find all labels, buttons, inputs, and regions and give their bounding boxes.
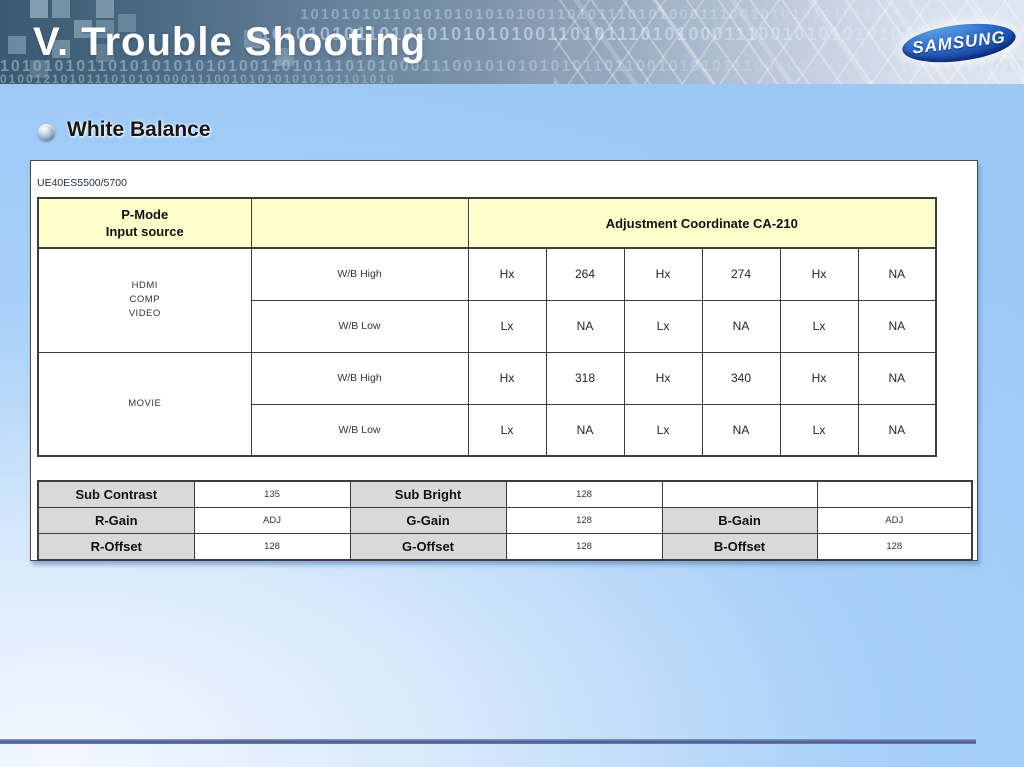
wb-value-cell: NA <box>545 299 625 353</box>
table-row: W/B Low Lx NA Lx NA Lx NA <box>38 403 937 457</box>
mosaic-square <box>96 44 114 62</box>
wb-value-cell: NA <box>701 403 781 457</box>
slide-header: 1010101011010101010101001101011101010001… <box>0 0 1024 84</box>
header-adjustment-cell: Adjustment Coordinate CA-210 <box>467 197 937 249</box>
table-row: R-Gain ADJ G-Gain 128 B-Gain ADJ <box>37 507 973 534</box>
adj-value-cell: 135 <box>193 480 351 508</box>
content-panel: UE40ES5500/5700 P-Mode Input source Adju… <box>30 160 978 561</box>
mosaic-square <box>96 20 114 38</box>
adj-label-cell-empty <box>661 480 818 508</box>
wb-value-cell: 274 <box>701 247 781 301</box>
wb-value-cell: Lx <box>623 403 703 457</box>
adj-value-cell: 128 <box>505 533 663 561</box>
adj-value-cell-empty <box>816 480 973 508</box>
adj-label-cell: R-Gain <box>37 507 195 534</box>
source-cell-hdmi: HDMI COMP VIDEO <box>37 247 252 353</box>
table-row: Sub Contrast 135 Sub Bright 128 <box>37 480 973 508</box>
wb-level-cell: W/B Low <box>250 403 469 457</box>
adj-value-cell: 128 <box>816 533 973 561</box>
wb-value-cell: Lx <box>467 403 547 457</box>
section-heading: White Balance <box>67 118 211 141</box>
wb-value-cell: Hx <box>467 351 547 405</box>
table-row: R-Offset 128 G-Offset 128 B-Offset 128 <box>37 533 973 561</box>
adj-value-cell: 128 <box>505 507 663 534</box>
table-header-row: P-Mode Input source Adjustment Coordinat… <box>37 197 937 249</box>
adj-value-cell: 128 <box>193 533 351 561</box>
wb-value-cell: Hx <box>779 351 859 405</box>
wb-value-cell: NA <box>701 299 781 353</box>
bullet-sphere-icon <box>38 124 55 141</box>
adj-label-cell: G-Offset <box>349 533 507 561</box>
model-label: UE40ES5500/5700 <box>37 177 127 189</box>
source-cell-movie: MOVIE <box>37 351 252 457</box>
wb-value-cell: Hx <box>779 247 859 301</box>
footer-divider <box>0 739 976 744</box>
header-pmode-line2: Input source <box>105 224 184 239</box>
header-pmode-line1: P-Mode <box>121 207 169 222</box>
mosaic-square <box>244 30 262 48</box>
wb-value-cell: 264 <box>545 247 625 301</box>
adj-value-cell: ADJ <box>816 507 973 534</box>
wb-value-cell: Hx <box>467 247 547 301</box>
wb-level-cell: W/B Low <box>250 299 469 353</box>
mosaic-square <box>276 48 294 66</box>
wb-value-cell: NA <box>857 403 937 457</box>
samsung-logo-text: SAMSUNG <box>911 27 1007 58</box>
wb-level-cell: W/B High <box>250 247 469 301</box>
table-row: MOVIE W/B High Hx 318 Hx 340 Hx NA <box>37 351 937 457</box>
adj-label-cell: B-Offset <box>661 533 818 561</box>
wb-value-cell: NA <box>857 299 937 353</box>
mosaic-square <box>8 36 26 54</box>
adj-label-cell: Sub Bright <box>349 480 507 508</box>
adj-label-cell: B-Gain <box>661 507 818 534</box>
white-balance-table: P-Mode Input source Adjustment Coordinat… <box>37 197 938 457</box>
header-empty-cell <box>250 197 469 249</box>
wb-level-cell: W/B High <box>250 351 469 405</box>
wb-value-cell: Lx <box>623 299 703 353</box>
adj-value-cell: 128 <box>505 480 663 508</box>
mosaic-square <box>30 0 48 18</box>
wb-value-cell: Lx <box>779 403 859 457</box>
adj-label-cell: G-Gain <box>349 507 507 534</box>
mosaic-square <box>52 0 70 18</box>
mosaic-square <box>96 0 114 18</box>
adj-label-cell: R-Offset <box>37 533 195 561</box>
wb-value-cell: Hx <box>623 247 703 301</box>
adj-value-cell: ADJ <box>193 507 351 534</box>
mosaic-square <box>52 40 70 58</box>
mosaic-square <box>74 20 92 38</box>
adj-label-cell: Sub Contrast <box>37 480 195 508</box>
table-row: HDMI COMP VIDEO W/B High Hx 264 Hx 274 H… <box>37 247 937 353</box>
mosaic-square <box>118 14 136 32</box>
wb-value-cell: 318 <box>545 351 625 405</box>
wb-value-cell: NA <box>857 351 937 405</box>
mosaic-square <box>30 60 48 78</box>
binary-pattern: 0100121010111010101000111001010101010101… <box>0 72 396 84</box>
table-row: W/B Low Lx NA Lx NA Lx NA <box>38 299 937 353</box>
wb-value-cell: 340 <box>701 351 781 405</box>
wb-value-cell: Lx <box>779 299 859 353</box>
wb-value-cell: Lx <box>467 299 547 353</box>
page-title: V. Trouble Shooting <box>33 20 427 64</box>
wb-value-cell: NA <box>545 403 625 457</box>
wb-value-cell: NA <box>857 247 937 301</box>
adjustment-table: Sub Contrast 135 Sub Bright 128 R-Gain A… <box>37 480 973 561</box>
header-pmode-cell: P-Mode Input source <box>37 197 252 249</box>
wb-value-cell: Hx <box>623 351 703 405</box>
